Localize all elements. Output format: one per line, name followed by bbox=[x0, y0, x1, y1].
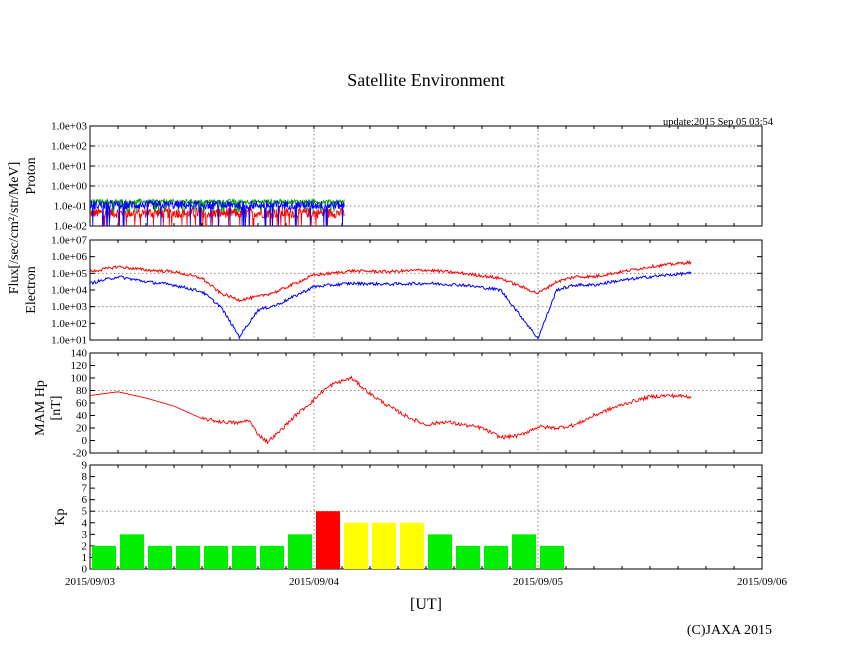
mam-hp-ytick-label-1: 0 bbox=[82, 435, 88, 447]
electron-ytick-label-1: 1.0e+02 bbox=[51, 318, 87, 330]
kp-bar bbox=[204, 545, 228, 569]
mam-hp-series-hp bbox=[90, 375, 692, 445]
kp-bar bbox=[288, 534, 312, 569]
kp-ytick-label-1: 1 bbox=[82, 552, 88, 564]
electron-ytick-label-5: 1.0e+06 bbox=[51, 251, 87, 263]
kp-ytick-label-5: 5 bbox=[82, 506, 88, 518]
proton-ytick-label-0: 1.0e-02 bbox=[54, 221, 87, 233]
mam-hp-ytick-label-4: 60 bbox=[76, 398, 88, 410]
mam-hp-unit: [nT] bbox=[49, 396, 64, 421]
kp-bar bbox=[92, 545, 116, 569]
flux-ylabel: Flux[/sec/cm²/str/MeV] bbox=[7, 162, 22, 295]
kp-ytick-label-3: 3 bbox=[82, 529, 88, 541]
x-tick-label-2: 2015/09/05 bbox=[513, 576, 564, 588]
electron-ytick-label-4: 1.0e+05 bbox=[51, 268, 87, 280]
electron-ytick-label-6: 1.0e+07 bbox=[51, 235, 87, 247]
kp-ytick-label-4: 4 bbox=[82, 517, 88, 529]
proton-ytick-label-4: 1.0e+02 bbox=[51, 141, 87, 153]
x-tick-label-1: 2015/09/04 bbox=[289, 576, 340, 588]
x-axis-label: [UT] bbox=[410, 596, 442, 613]
kp-ytick-label-8: 8 bbox=[82, 471, 88, 483]
kp-label: Kp bbox=[53, 508, 68, 525]
update-timestamp: update:2015 Sep 05 03:54 bbox=[663, 117, 774, 128]
chart-title: Satellite Environment bbox=[347, 70, 504, 90]
mam-hp-ytick-label-6: 100 bbox=[71, 373, 88, 385]
proton-label: Proton bbox=[24, 157, 39, 194]
electron-frame bbox=[89, 239, 763, 341]
kp-bar bbox=[484, 545, 508, 569]
electron-series-electron-blue bbox=[90, 271, 692, 340]
mam-hp-ytick-label-7: 120 bbox=[71, 360, 88, 372]
kp-ytick-label-0: 0 bbox=[82, 564, 88, 576]
x-tick-label-3: 2015/09/06 bbox=[737, 576, 788, 588]
electron-label: Electron bbox=[24, 266, 39, 313]
electron-series-electron-red bbox=[90, 259, 692, 303]
kp-bar bbox=[540, 545, 564, 569]
kp-bar bbox=[176, 545, 200, 569]
kp-bar bbox=[148, 545, 172, 569]
electron-ytick-label-0: 1.0e+01 bbox=[51, 335, 87, 347]
kp-bar bbox=[344, 522, 368, 569]
proton-ytick-label-1: 1.0e-01 bbox=[54, 201, 87, 213]
proton-series-proton-high bbox=[90, 199, 345, 226]
plot-layer: 1.0e-02 1.0e-01 1.0e+00 1.0e+01 1.0e+02 1.0e+… bbox=[51, 121, 787, 589]
electron-ytick-label-3: 1.0e+04 bbox=[51, 285, 87, 297]
kp-ytick-label-2: 2 bbox=[82, 540, 88, 552]
mam-hp-ytick-label-8: 140 bbox=[71, 348, 88, 360]
proton-ytick-label-2: 1.0e+00 bbox=[51, 181, 87, 193]
mam-hp-ytick-label-0: -20 bbox=[72, 448, 87, 460]
kp-bar bbox=[512, 534, 536, 569]
kp-bar bbox=[372, 522, 396, 569]
x-tick-label-0: 2015/09/03 bbox=[65, 576, 116, 588]
proton-series-proton-low bbox=[90, 206, 345, 226]
kp-bar bbox=[400, 522, 424, 569]
kp-bar bbox=[260, 545, 284, 569]
electron-ytick-label-2: 1.0e+03 bbox=[51, 301, 87, 313]
mam-hp-ytick-label-5: 80 bbox=[76, 385, 88, 397]
mam-hp-ytick-label-2: 20 bbox=[76, 423, 88, 435]
kp-bar bbox=[428, 534, 452, 569]
mam-hp-ytick-label-3: 40 bbox=[76, 410, 88, 422]
proton-ytick-label-5: 1.0e+03 bbox=[51, 121, 87, 133]
kp-ytick-label-7: 7 bbox=[82, 483, 88, 495]
kp-bar bbox=[232, 545, 256, 569]
kp-bar bbox=[316, 511, 340, 569]
kp-ytick-label-9: 9 bbox=[82, 460, 88, 472]
kp-ytick-label-6: 6 bbox=[82, 494, 88, 506]
copyright: (C)JAXA 2015 bbox=[687, 623, 772, 638]
kp-bar bbox=[456, 545, 480, 569]
mam-hp-label: MAM Hp bbox=[33, 380, 48, 436]
kp-bar bbox=[120, 534, 144, 569]
proton-ytick-label-3: 1.0e+01 bbox=[51, 161, 87, 173]
mam-hp-frame bbox=[89, 352, 763, 454]
